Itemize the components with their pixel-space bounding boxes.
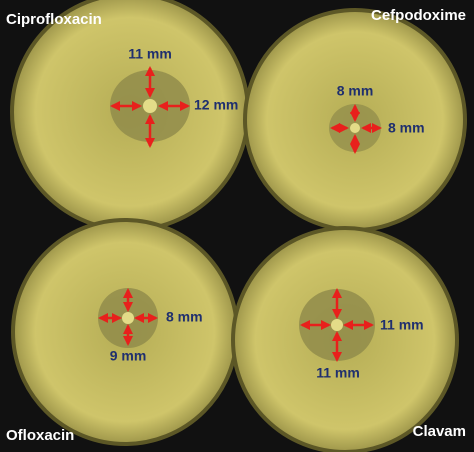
zone-measurement: 12 mm — [194, 97, 238, 113]
antibiotic-label: Clavam — [413, 423, 466, 440]
plate-ofloxacin — [11, 218, 239, 446]
zone-measurement: 11 mm — [128, 46, 172, 62]
zone-measurement: 8 mm — [388, 120, 425, 136]
zone-measurement: 8 mm — [166, 309, 203, 325]
zone-measurement: 11 mm — [380, 317, 424, 333]
zone-measurement: 8 mm — [337, 83, 374, 99]
antibiotic-label: Ofloxacin — [6, 427, 74, 444]
plate-cefpodoxime — [243, 8, 467, 232]
zone-measurement: 9 mm — [110, 348, 147, 364]
zone-measurement: 11 mm — [316, 365, 360, 381]
plate-clavam — [231, 226, 459, 452]
plate-ciprofloxacin — [10, 0, 250, 232]
antibiotic-label: Ciprofloxacin — [6, 11, 102, 28]
antibiotic-label: Cefpodoxime — [371, 7, 466, 24]
